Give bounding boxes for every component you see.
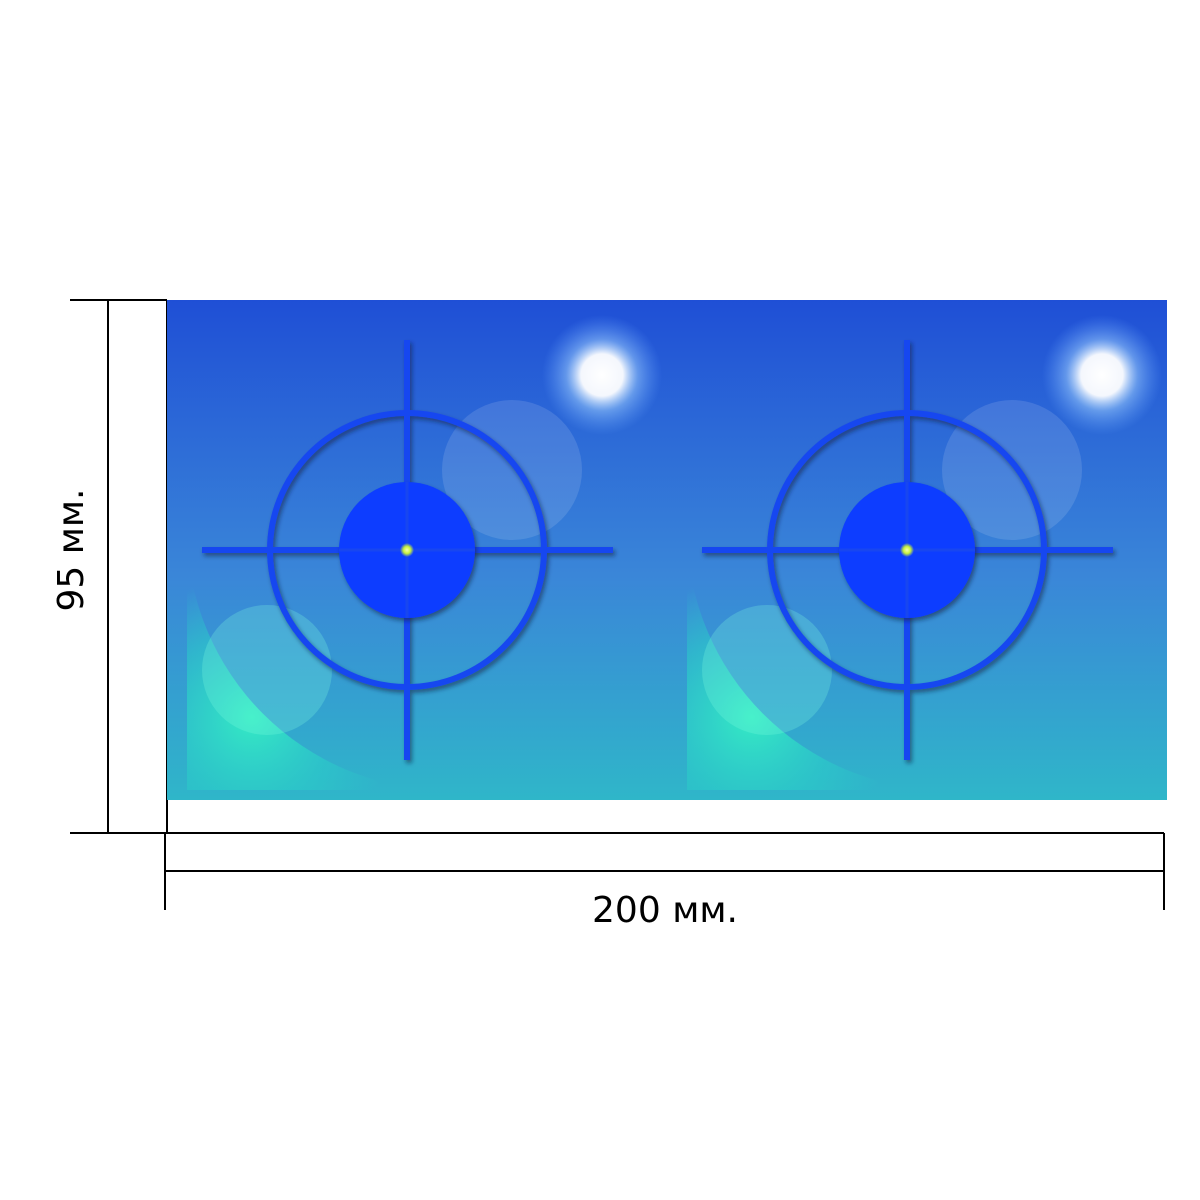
height-dimension-label: 95 мм. <box>51 488 92 612</box>
aim-dot <box>400 543 414 557</box>
aim-dot <box>900 543 914 557</box>
glow-arc <box>687 530 947 790</box>
width-dimension-label: 200 мм. <box>592 890 738 931</box>
sun-glow <box>1042 315 1162 435</box>
target-panel-left <box>167 300 667 800</box>
glow-arc <box>187 530 447 790</box>
lens-flare <box>702 605 832 735</box>
sun-glow <box>542 315 662 435</box>
target-panel-right <box>667 300 1167 800</box>
crosshair-target-icon <box>667 300 1167 800</box>
lens-flare <box>202 605 332 735</box>
crosshair-target-icon <box>167 300 667 800</box>
